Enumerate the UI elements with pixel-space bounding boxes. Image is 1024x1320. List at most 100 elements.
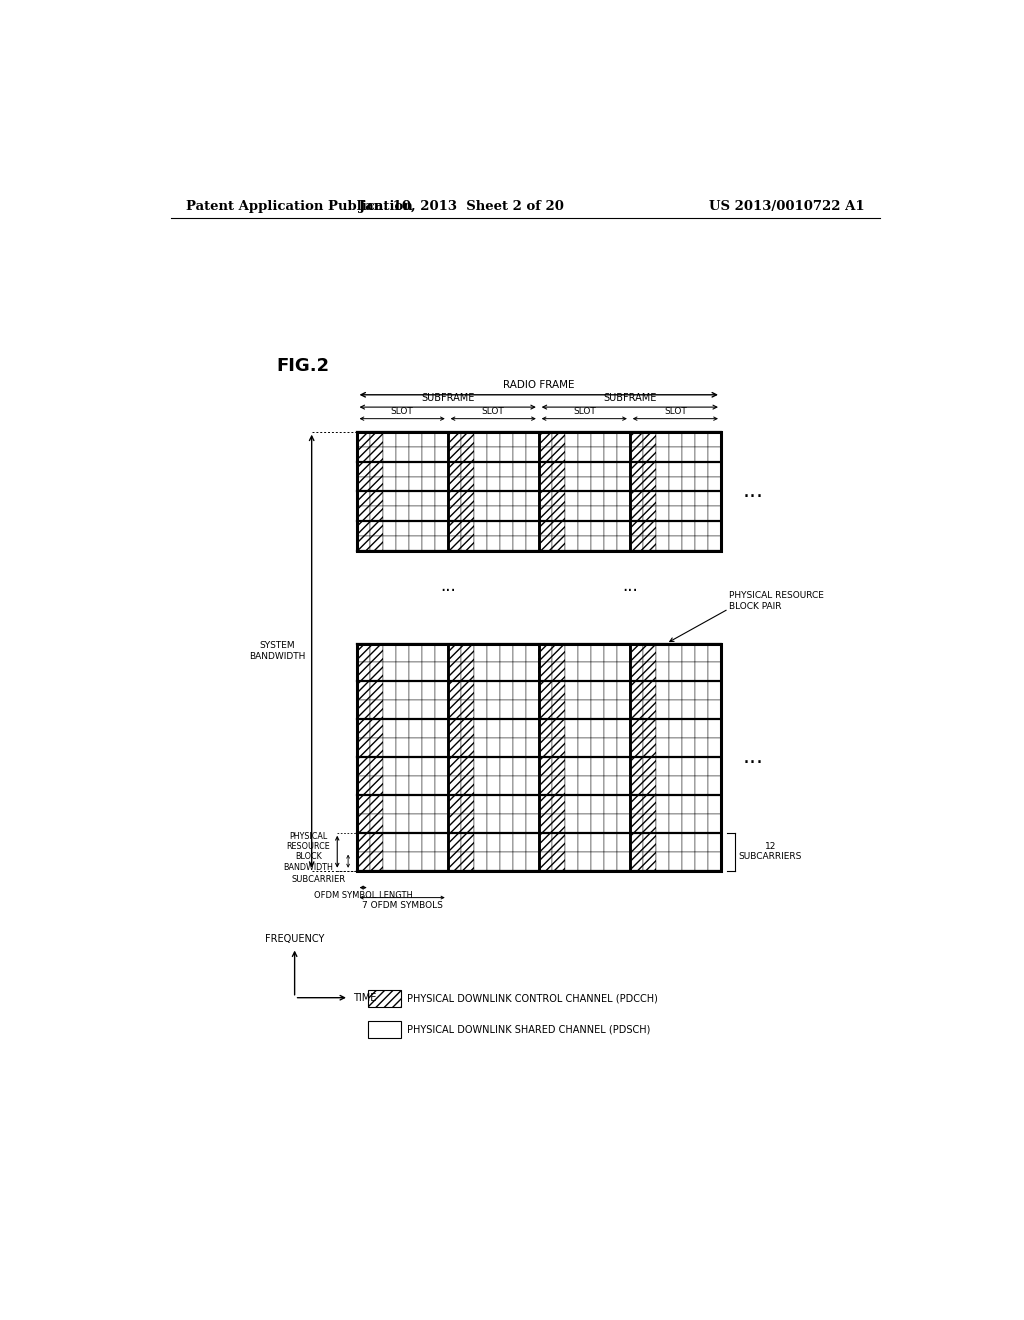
Bar [591,536,604,552]
Bar [461,477,474,491]
Bar [422,833,434,851]
Bar [525,758,539,776]
Bar [695,491,708,507]
Bar [422,644,434,663]
Bar [422,814,434,833]
Bar [525,663,539,681]
Bar [616,663,630,681]
Bar [630,446,643,462]
Bar [500,681,513,701]
Bar [682,491,695,507]
Bar [422,432,434,446]
Bar [695,477,708,491]
Bar [370,795,383,814]
Bar [356,681,370,701]
Bar [552,477,565,491]
Bar [422,776,434,795]
Bar [539,719,552,738]
Bar [604,446,616,462]
Bar [695,446,708,462]
Bar [356,833,370,851]
Bar [500,663,513,681]
Bar [434,491,447,507]
Bar [616,446,630,462]
Bar [461,795,474,814]
Bar [525,446,539,462]
Bar [669,814,682,833]
Bar [370,738,383,758]
Bar [461,536,474,552]
Bar [409,507,422,521]
Bar [616,491,630,507]
Bar [669,681,682,701]
Bar [409,477,422,491]
Bar [552,795,565,814]
Bar [604,795,616,814]
Bar [513,477,525,491]
Bar [708,776,721,795]
Bar [565,719,578,738]
Bar [500,521,513,536]
Bar [682,681,695,701]
Bar [370,663,383,681]
Bar [422,477,434,491]
Bar [447,719,461,738]
Bar [370,521,383,536]
Bar [447,491,461,507]
Bar [486,795,500,814]
Bar [461,719,474,738]
Bar [525,814,539,833]
Bar [669,491,682,507]
Bar [383,681,395,701]
Bar [682,833,695,851]
Bar [669,507,682,521]
Text: 12
SUBCARRIERS: 12 SUBCARRIERS [738,842,802,862]
Bar [383,446,395,462]
Bar [434,701,447,719]
Text: SLOT: SLOT [482,407,505,416]
Bar [655,477,669,491]
Bar [500,446,513,462]
Bar [461,446,474,462]
Bar [409,462,422,477]
Bar [370,814,383,833]
Bar [395,644,409,663]
Bar [422,719,434,738]
Bar [434,681,447,701]
Bar [422,462,434,477]
Text: PHYSICAL
RESOURCE
BLOCK
BANDWIDTH: PHYSICAL RESOURCE BLOCK BANDWIDTH [284,832,334,871]
Bar [578,851,591,871]
Bar [630,851,643,871]
Bar [630,477,643,491]
Bar [591,446,604,462]
Bar [591,462,604,477]
Bar [474,644,486,663]
Bar [539,446,552,462]
Bar [565,681,578,701]
Bar [409,738,422,758]
Bar [370,507,383,521]
Bar [708,758,721,776]
Bar [591,776,604,795]
Bar [630,432,721,552]
Bar [552,432,565,446]
Bar [356,446,370,462]
Bar [461,681,474,701]
Bar [513,719,525,738]
Bar [539,477,552,491]
Bar [356,507,370,521]
Text: OFDM SYMBOL LENGTH: OFDM SYMBOL LENGTH [313,891,413,900]
Bar [630,644,721,871]
Bar [513,833,525,851]
Bar [604,491,616,507]
Bar [356,758,370,776]
Bar [539,814,552,833]
Bar [565,462,578,477]
Bar [500,851,513,871]
Bar [513,462,525,477]
Bar [486,833,500,851]
Bar [695,833,708,851]
Bar [669,701,682,719]
Bar [500,738,513,758]
Bar [513,681,525,701]
